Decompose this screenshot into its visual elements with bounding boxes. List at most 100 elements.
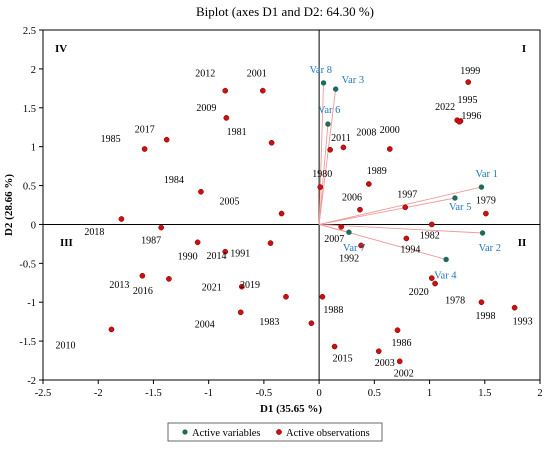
observation-label: 1992 xyxy=(339,253,359,264)
observation-label: 2019 xyxy=(240,280,260,291)
variable-point xyxy=(452,195,458,201)
observation-point xyxy=(222,87,229,94)
observation-point xyxy=(428,275,435,281)
observation-label: 1981 xyxy=(227,127,247,138)
x-tick-label: 0.5 xyxy=(368,388,381,399)
observation-label: 2007 xyxy=(324,234,344,245)
variable-vector xyxy=(319,186,482,225)
x-tick-label: -2.5 xyxy=(35,388,52,399)
observation-label: 2014 xyxy=(207,251,227,262)
observation-label: 2018 xyxy=(84,227,104,238)
y-tick-label: -2 xyxy=(27,376,36,387)
observation-label: 1990 xyxy=(178,251,198,262)
y-tick-label: -1.5 xyxy=(19,337,36,348)
observation-point xyxy=(158,224,165,231)
observation-label: 1978 xyxy=(445,296,465,307)
legend-observations-marker xyxy=(276,429,282,435)
observation-point xyxy=(237,309,244,316)
legend-variables-marker xyxy=(182,429,188,435)
observation-point xyxy=(478,299,485,306)
x-tick-label: -1.5 xyxy=(145,388,162,399)
observation-point xyxy=(396,358,403,365)
observation-points xyxy=(108,79,518,365)
quadrant-label-iii: III xyxy=(60,237,73,249)
observation-label: 1988 xyxy=(323,305,343,316)
variable-label: Var 2 xyxy=(479,243,501,254)
observation-label: 2005 xyxy=(220,197,240,208)
observation-point xyxy=(139,272,146,279)
observation-label: 2015 xyxy=(333,354,353,365)
quadrant-label-ii: II xyxy=(518,237,527,249)
observation-point xyxy=(365,181,372,187)
observation-label: 1991 xyxy=(230,249,250,260)
observation-label: 1980 xyxy=(312,169,332,180)
observation-point xyxy=(319,293,326,300)
zero-lines xyxy=(43,30,540,380)
plot-frame xyxy=(42,29,541,381)
y-tick-label: 0 xyxy=(31,220,36,231)
observation-label: 2001 xyxy=(247,69,267,80)
legend-observations-label: Active observations xyxy=(286,428,370,439)
observation-point xyxy=(428,221,435,228)
observation-point xyxy=(259,87,266,94)
observation-label: 2017 xyxy=(135,125,155,136)
variable-label: Var 7 xyxy=(343,243,365,254)
observation-point xyxy=(331,343,338,350)
observation-label: 1995 xyxy=(457,95,477,106)
observation-point xyxy=(386,146,393,152)
observation-label: 1994 xyxy=(400,244,420,255)
observation-label: 2004 xyxy=(195,319,215,330)
x-axis-title: D1 (35.65 %) xyxy=(260,403,322,415)
observation-label: 1984 xyxy=(164,175,184,186)
variable-point xyxy=(346,229,352,235)
observation-point xyxy=(317,184,324,190)
variable-vectors xyxy=(318,82,483,260)
observation-label: 2003 xyxy=(375,358,395,369)
observation-point xyxy=(308,320,315,327)
variable-point xyxy=(479,230,486,236)
observation-label: 1993 xyxy=(513,317,533,328)
observation-point xyxy=(465,79,472,85)
variable-vector xyxy=(319,197,456,225)
observation-label: 1998 xyxy=(475,311,495,322)
observation-point xyxy=(358,242,364,249)
observation-label: 1986 xyxy=(392,338,412,349)
observation-label: 1999 xyxy=(460,66,480,77)
observation-label: 2002 xyxy=(394,368,414,379)
y-axis-title: D2 (28.66 %) xyxy=(3,174,15,236)
variable-vector xyxy=(319,223,483,234)
x-tick-label: -1 xyxy=(204,388,213,399)
observation-label: 2022 xyxy=(435,102,455,113)
variable-label: Var 5 xyxy=(449,202,471,213)
y-tick-label: 0.5 xyxy=(23,182,36,193)
observation-point xyxy=(375,348,382,355)
observation-point xyxy=(118,216,125,222)
legend-box xyxy=(167,422,383,442)
quadrant-label-iv: IV xyxy=(55,43,67,55)
variable-point xyxy=(443,256,449,263)
variable-vector xyxy=(318,124,329,225)
observation-point xyxy=(268,139,275,146)
observation-label: 2000 xyxy=(380,125,400,136)
y-tick-label: -0.5 xyxy=(19,259,36,270)
x-tick-label: 2 xyxy=(537,388,542,399)
observation-point xyxy=(166,276,172,282)
observation-point xyxy=(141,146,148,152)
observation-point xyxy=(327,146,334,153)
observation-point xyxy=(511,304,518,311)
observation-point xyxy=(357,206,363,213)
x-tick-label: -0.5 xyxy=(256,388,273,399)
variable-label: Var 1 xyxy=(475,169,497,180)
quadrant-label-i: I xyxy=(522,43,526,55)
variable-labels: Var 1 Var 2 Var 3 Var 4 Var 5 Var 6 Var 7 Var 8 xyxy=(310,65,501,282)
observation-point xyxy=(194,239,201,246)
observation-label: 1997 xyxy=(397,189,417,200)
x-tick-label: 1 xyxy=(427,388,432,399)
legend: Active variables Active observations xyxy=(167,422,383,442)
observation-point xyxy=(198,188,204,195)
observation-label: 1983 xyxy=(259,317,279,328)
observation-label: 1982 xyxy=(420,230,440,241)
variable-label: Var 4 xyxy=(434,270,457,281)
variable-label: Var 8 xyxy=(310,65,332,76)
x-tick-label: 1.5 xyxy=(478,388,491,399)
